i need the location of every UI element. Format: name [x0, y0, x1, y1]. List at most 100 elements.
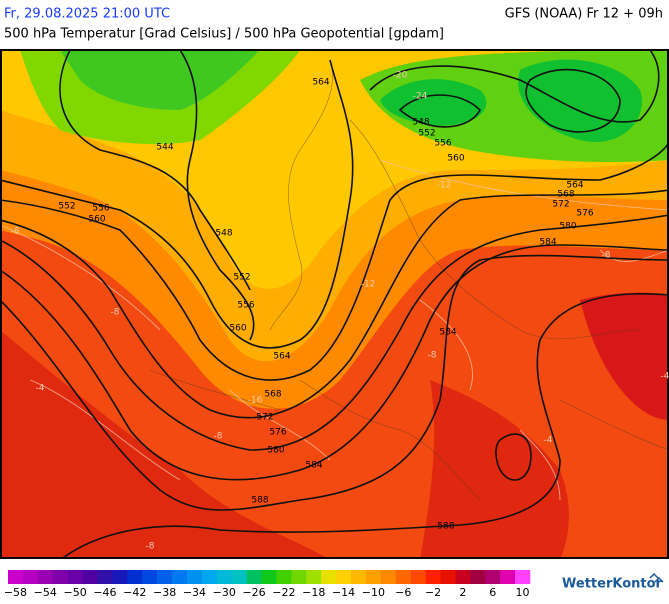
colorbar: −58 −54 −50 −46 −42 −38 −34 −30 −26 −22 −18 −14 −10−…	[4, 570, 531, 599]
temperature-label: -16	[248, 396, 263, 406]
contour-label: 544	[156, 143, 173, 153]
colorbar-swatch	[67, 570, 83, 584]
colorbar-swatch	[127, 570, 143, 584]
colorbar-swatch	[186, 570, 203, 584]
colorbar-label: −58	[4, 586, 27, 599]
colorbar-label: −38	[153, 586, 176, 599]
contour-label: 588	[437, 522, 454, 532]
colorbar-swatch	[380, 570, 397, 584]
contour-label: 580	[559, 222, 576, 232]
colorbar-label: −6	[395, 586, 411, 599]
logo-mark	[649, 572, 664, 583]
contour-label: 564	[312, 78, 329, 88]
contour-label: 568	[264, 390, 281, 400]
colorbar-swatch	[216, 570, 233, 584]
colorbar-swatch	[261, 570, 277, 584]
colorbar-label: −54	[34, 586, 57, 599]
height-contour	[525, 68, 621, 133]
colorbar-swatch	[172, 570, 188, 584]
colorbar-swatch	[425, 570, 441, 584]
contour-label: 564	[566, 181, 583, 191]
colorbar-swatch	[306, 570, 322, 584]
colorbar-swatch	[455, 570, 471, 584]
header-subtitle: 500 hPa Temperatur [Grad Celsius] / 500 …	[4, 27, 444, 42]
contour-label: 584	[539, 238, 556, 248]
logo: WetterKontor	[562, 577, 663, 592]
isotherm	[1, 159, 668, 501]
contour-label: 576	[576, 209, 593, 219]
colorbar-swatch	[515, 570, 531, 584]
colorbar-swatch	[8, 570, 24, 584]
contour-label: 576	[269, 428, 286, 438]
temperature-label: -8	[602, 251, 611, 261]
contour-label: 560	[229, 324, 246, 334]
height-contour	[59, 50, 251, 291]
height-contour	[1, 254, 668, 511]
colorbar-swatch	[291, 570, 307, 584]
contour-label: 556	[434, 139, 451, 149]
colorbar-swatch	[365, 570, 382, 584]
colorbar-swatch	[351, 570, 367, 584]
colorbar-swatch	[410, 570, 426, 584]
temperature-label: -8	[146, 542, 155, 552]
coastline	[149, 59, 668, 501]
temp-field	[580, 292, 668, 420]
height-contour	[179, 50, 255, 341]
colorbar-swatch	[246, 570, 262, 584]
height-contour	[1, 244, 668, 481]
temperature-label: -12	[361, 280, 376, 290]
header-date: Fr, 29.08.2025 21:00 UTC	[4, 7, 170, 22]
colorbar-label: −34	[183, 586, 206, 599]
height-contour	[398, 94, 481, 128]
colorbar-swatch	[82, 570, 98, 584]
colorbar-label: −26	[242, 586, 265, 599]
height-contour	[1, 214, 668, 451]
colorbar-swatch	[157, 570, 173, 584]
contour-label: 572	[256, 413, 273, 423]
contour-label: 552	[58, 202, 75, 212]
contour-label: 560	[88, 215, 105, 225]
colorbar-label: 10	[516, 586, 530, 599]
contour-label: 572	[552, 200, 569, 210]
colorbar-swatch	[321, 570, 337, 584]
temperature-label: -12	[437, 181, 452, 191]
colorbar-swatch	[440, 570, 456, 584]
contour-label: 552	[233, 273, 250, 283]
temperature-label: -8	[11, 227, 20, 237]
temp-field	[420, 380, 569, 558]
temperature-label: -8	[111, 308, 120, 318]
colorbar-swatch	[276, 570, 292, 584]
colorbar-label: −30	[213, 586, 236, 599]
colorbar-swatch	[142, 570, 158, 584]
colorbar-swatch	[395, 570, 411, 584]
contour-label: 564	[273, 352, 290, 362]
colorbar-swatch	[97, 570, 113, 584]
contour-label: 548	[215, 229, 232, 239]
colorbar-label: −14	[332, 586, 355, 599]
contour-label: 556	[237, 301, 254, 311]
temp-field	[1, 330, 327, 558]
colorbar-label: −18	[302, 586, 325, 599]
contour-label: 560	[447, 154, 464, 164]
colorbar-swatch	[470, 570, 486, 584]
colorbar-label: −46	[93, 586, 116, 599]
colorbar-swatch	[201, 570, 218, 584]
contour-label: 588	[251, 496, 268, 506]
temperature-label: -24	[413, 92, 428, 102]
colorbar-swatch	[52, 570, 68, 584]
temperature-label: -4	[36, 384, 45, 394]
contour-label: 556	[92, 204, 109, 214]
colorbar-swatch	[485, 570, 501, 584]
temperature-label: -4	[661, 372, 669, 382]
colorbar-swatch	[22, 570, 39, 584]
height-contour	[1, 59, 354, 349]
colorbar-swatch	[336, 570, 352, 584]
colorbar-label: −50	[64, 586, 87, 599]
contour-label: 568	[557, 190, 574, 200]
height-contour	[495, 433, 532, 481]
contour-label: 580	[267, 446, 284, 456]
temperature-label: -20	[393, 71, 408, 81]
header-model: GFS (NOAA) Fr 12 + 09h	[505, 7, 663, 22]
